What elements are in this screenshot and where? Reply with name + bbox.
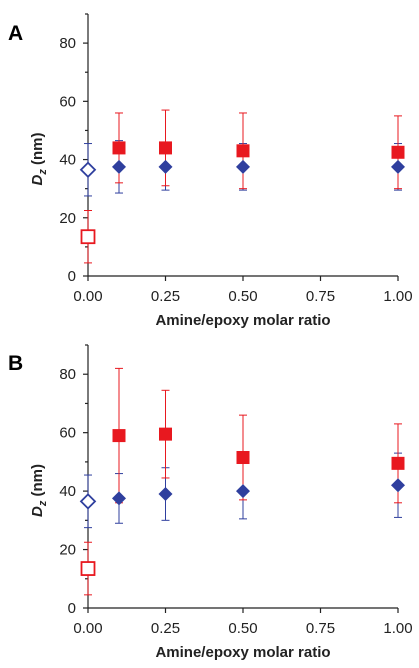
x-tick-label: 0.75 bbox=[306, 620, 335, 637]
x-tick-label: 1.00 bbox=[383, 620, 412, 637]
open-square-point bbox=[80, 229, 96, 245]
panel-b-label: B bbox=[8, 352, 23, 375]
y-axis-title: Dz (nm) bbox=[29, 464, 49, 517]
x-tick-label: 0.50 bbox=[228, 288, 257, 305]
y-tick-label: 0 bbox=[68, 600, 76, 617]
diamond-point bbox=[158, 159, 173, 174]
y-tick-label: 80 bbox=[59, 366, 76, 383]
x-axis-title: Amine/epoxy molar ratio bbox=[155, 312, 330, 329]
y-tick-label: 0 bbox=[68, 268, 76, 285]
x-tick-label: 1.00 bbox=[383, 288, 412, 305]
panel-b: B 0 20 40 60 80 0.00 0.25 0.50 0.75 1.00 Amine/epo… bbox=[8, 344, 413, 661]
y-tick-label: 40 bbox=[59, 152, 76, 169]
square-point bbox=[112, 141, 126, 155]
y-tick-label: 60 bbox=[59, 425, 76, 442]
diamond-point bbox=[391, 478, 405, 493]
x-axis-title: Amine/epoxy molar ratio bbox=[155, 644, 330, 661]
square-point bbox=[391, 456, 405, 470]
y-tick-label: 40 bbox=[59, 483, 76, 500]
diamond-point bbox=[158, 487, 173, 502]
open-diamond-point bbox=[79, 161, 97, 179]
panel-a-label: A bbox=[8, 22, 23, 45]
square-point bbox=[112, 429, 126, 443]
x-tick-label: 0.75 bbox=[306, 288, 335, 305]
diamond-point bbox=[112, 491, 126, 506]
x-tick-label: 0.25 bbox=[151, 620, 180, 637]
y-axis-title: Dz (nm) bbox=[29, 132, 49, 185]
square-point bbox=[236, 144, 250, 158]
y-tick-label: 20 bbox=[59, 210, 76, 227]
y-tick-label: 60 bbox=[59, 93, 76, 110]
x-tick-label: 0.00 bbox=[73, 620, 102, 637]
x-tick-label: 0.00 bbox=[73, 288, 102, 305]
diamond-point bbox=[112, 159, 126, 174]
x-tick-label: 0.50 bbox=[228, 620, 257, 637]
square-point bbox=[159, 141, 172, 155]
y-tick-label: 20 bbox=[59, 542, 76, 559]
square-point bbox=[159, 427, 172, 441]
open-diamond-point bbox=[79, 493, 97, 510]
diamond-point bbox=[236, 159, 250, 174]
x-tick-label: 0.25 bbox=[151, 288, 180, 305]
square-point bbox=[236, 451, 250, 465]
y-tick-label: 80 bbox=[59, 35, 76, 52]
open-square-point bbox=[80, 561, 96, 576]
square-point bbox=[391, 145, 405, 159]
diamond-point bbox=[236, 484, 250, 499]
diamond-point bbox=[391, 159, 405, 174]
panel-a: A 0 20 40 60 80 0.00 0.25 0.50 0.75 1.00 Amine/epo… bbox=[8, 13, 413, 329]
